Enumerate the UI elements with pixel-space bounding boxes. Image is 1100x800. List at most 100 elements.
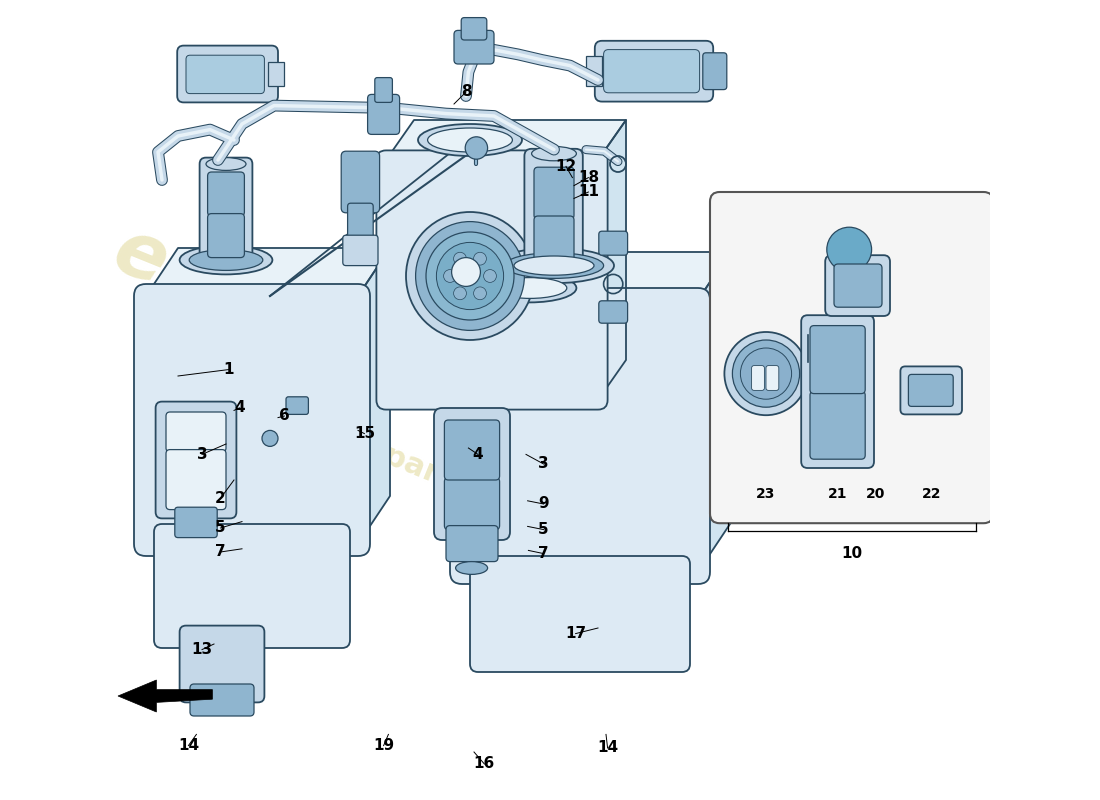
Polygon shape xyxy=(146,248,390,296)
FancyBboxPatch shape xyxy=(199,158,252,262)
FancyBboxPatch shape xyxy=(710,192,993,523)
Polygon shape xyxy=(358,248,390,544)
FancyBboxPatch shape xyxy=(177,46,278,102)
FancyBboxPatch shape xyxy=(341,151,380,213)
Text: 12: 12 xyxy=(556,159,576,174)
Text: 18: 18 xyxy=(578,170,600,185)
FancyBboxPatch shape xyxy=(376,150,607,410)
Circle shape xyxy=(437,242,504,310)
Ellipse shape xyxy=(418,124,522,156)
Text: 22: 22 xyxy=(922,486,942,501)
Ellipse shape xyxy=(514,256,594,275)
Text: 17: 17 xyxy=(565,626,586,641)
Text: 5: 5 xyxy=(216,521,225,535)
Text: 9: 9 xyxy=(538,497,549,511)
FancyBboxPatch shape xyxy=(598,301,628,323)
Text: 8: 8 xyxy=(461,85,471,99)
FancyBboxPatch shape xyxy=(751,366,764,390)
Text: 19: 19 xyxy=(373,738,394,753)
Circle shape xyxy=(484,270,496,282)
Text: 16: 16 xyxy=(474,757,495,771)
Text: 11: 11 xyxy=(578,185,598,199)
Text: 21: 21 xyxy=(828,486,848,501)
Ellipse shape xyxy=(206,158,246,170)
FancyBboxPatch shape xyxy=(909,374,954,406)
FancyBboxPatch shape xyxy=(154,524,350,648)
FancyBboxPatch shape xyxy=(450,288,710,584)
FancyBboxPatch shape xyxy=(175,507,217,538)
FancyBboxPatch shape xyxy=(534,167,574,219)
Text: eurocarparts: eurocarparts xyxy=(102,214,646,490)
Circle shape xyxy=(453,252,466,265)
FancyBboxPatch shape xyxy=(766,366,779,390)
Circle shape xyxy=(406,212,534,340)
Polygon shape xyxy=(118,680,212,712)
Text: 5: 5 xyxy=(538,522,549,537)
Text: 7: 7 xyxy=(216,545,225,559)
FancyBboxPatch shape xyxy=(461,18,487,40)
Text: 2: 2 xyxy=(214,491,225,506)
Ellipse shape xyxy=(531,146,576,161)
FancyBboxPatch shape xyxy=(348,203,373,243)
Text: 13: 13 xyxy=(191,642,212,657)
Circle shape xyxy=(827,227,871,272)
FancyBboxPatch shape xyxy=(444,420,499,480)
FancyBboxPatch shape xyxy=(375,78,393,102)
FancyBboxPatch shape xyxy=(834,264,882,307)
FancyBboxPatch shape xyxy=(703,53,727,90)
Ellipse shape xyxy=(189,250,263,270)
Ellipse shape xyxy=(179,246,273,274)
Text: 14: 14 xyxy=(597,741,618,755)
FancyBboxPatch shape xyxy=(810,326,866,394)
Text: 15: 15 xyxy=(354,426,375,441)
FancyBboxPatch shape xyxy=(598,231,628,255)
Text: 23: 23 xyxy=(757,486,776,501)
FancyBboxPatch shape xyxy=(286,397,308,414)
Ellipse shape xyxy=(455,562,487,574)
Polygon shape xyxy=(698,252,730,572)
FancyBboxPatch shape xyxy=(190,684,254,716)
FancyBboxPatch shape xyxy=(525,149,583,267)
Circle shape xyxy=(733,340,800,407)
Ellipse shape xyxy=(494,248,614,283)
FancyBboxPatch shape xyxy=(186,55,264,94)
FancyBboxPatch shape xyxy=(179,626,264,702)
Polygon shape xyxy=(267,62,284,86)
Text: 3: 3 xyxy=(538,457,549,471)
Ellipse shape xyxy=(173,452,218,468)
Text: 1: 1 xyxy=(223,362,233,377)
FancyBboxPatch shape xyxy=(343,235,378,266)
Ellipse shape xyxy=(505,253,604,278)
FancyBboxPatch shape xyxy=(810,391,866,459)
FancyBboxPatch shape xyxy=(901,366,962,414)
FancyBboxPatch shape xyxy=(434,408,510,540)
FancyBboxPatch shape xyxy=(801,315,874,468)
Text: 14: 14 xyxy=(178,738,199,753)
Text: 3: 3 xyxy=(197,447,207,462)
Ellipse shape xyxy=(428,128,513,152)
Circle shape xyxy=(474,287,486,300)
Text: 4: 4 xyxy=(473,447,483,462)
FancyBboxPatch shape xyxy=(470,556,690,672)
Circle shape xyxy=(416,222,525,330)
Circle shape xyxy=(262,430,278,446)
Text: a passion for parts since 1985: a passion for parts since 1985 xyxy=(163,354,656,574)
FancyBboxPatch shape xyxy=(134,284,370,556)
FancyBboxPatch shape xyxy=(208,214,244,258)
Circle shape xyxy=(725,332,807,415)
FancyBboxPatch shape xyxy=(166,412,226,452)
FancyBboxPatch shape xyxy=(208,172,244,216)
FancyBboxPatch shape xyxy=(155,402,236,518)
FancyBboxPatch shape xyxy=(367,94,399,134)
Circle shape xyxy=(474,252,486,265)
Circle shape xyxy=(465,137,487,159)
Polygon shape xyxy=(586,56,602,86)
Text: 7: 7 xyxy=(538,546,549,561)
Circle shape xyxy=(740,348,792,399)
Text: 4: 4 xyxy=(234,401,245,415)
Ellipse shape xyxy=(484,274,576,302)
FancyBboxPatch shape xyxy=(825,255,890,316)
FancyBboxPatch shape xyxy=(604,50,700,93)
Circle shape xyxy=(452,258,481,286)
FancyBboxPatch shape xyxy=(595,41,713,102)
